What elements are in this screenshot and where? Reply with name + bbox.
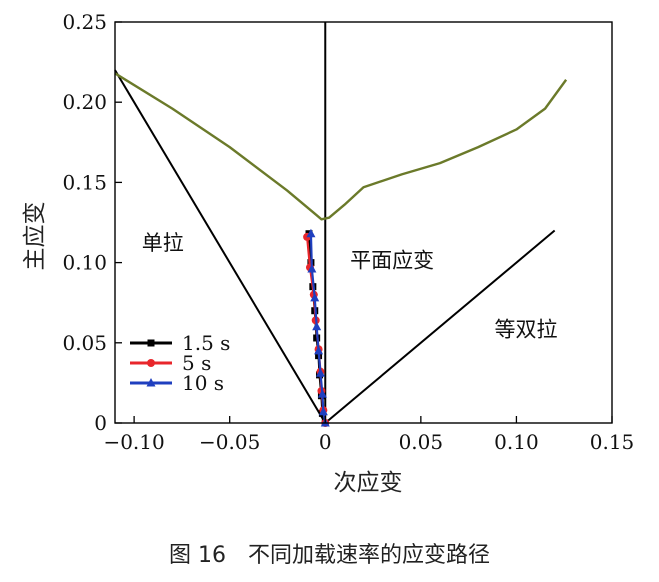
legend-label: 1.5 s [182, 331, 230, 355]
data-point [314, 345, 324, 355]
plot-frame [114, 21, 613, 424]
x-tick-label: 0.15 [590, 430, 635, 454]
data-point [146, 378, 156, 387]
x-tick-label: −0.05 [199, 430, 260, 454]
x-tick-label: −0.10 [103, 430, 164, 454]
axes: −0.10 −0.05 0 0.05 0.10 0.15 0 0.05 0.10 0.15 0.20… [62, 10, 634, 454]
legend: 1.5 s5 s10 s [130, 331, 230, 395]
data-point [147, 339, 155, 347]
legend-label: 10 s [182, 371, 224, 395]
data-point [147, 359, 155, 367]
y-tick-label: 0.20 [62, 90, 107, 114]
y-axis-label: 主应变 [22, 202, 48, 271]
legend-item: 5 s [130, 351, 211, 375]
legend-label: 5 s [182, 351, 211, 375]
y-tick-label: 0.10 [62, 251, 107, 275]
y-tick-label: 0.15 [62, 170, 107, 194]
y-tick-label: 0.25 [62, 10, 107, 34]
reference-line-uniaxial [114, 69, 327, 424]
y-tick-label: 0.05 [62, 331, 107, 355]
series-10s [306, 228, 330, 427]
data-point [306, 228, 316, 238]
data-point [315, 368, 325, 377]
x-tick-label: 0.05 [399, 430, 444, 454]
region-label: 等双拉 [494, 317, 557, 341]
data-point [307, 264, 317, 273]
forming-limit-curve [114, 72, 568, 221]
legend-item: 1.5 s [130, 331, 230, 355]
x-axis-label: 次应变 [334, 470, 403, 496]
region-label: 平面应变 [350, 248, 434, 272]
data-point [318, 406, 328, 416]
data-point [310, 292, 320, 302]
x-tick-label: 0.10 [494, 430, 539, 454]
y-tick-label: 0 [94, 411, 107, 435]
figure-caption: 图 16 不同加载速率的应变路径 [169, 543, 490, 568]
reference-line-biaxial [324, 229, 556, 424]
data-point [317, 389, 327, 398]
legend-item: 10 s [130, 371, 224, 395]
data-point [312, 321, 322, 331]
region-label: 单拉 [142, 231, 184, 255]
x-tick-label: 0 [319, 430, 332, 454]
